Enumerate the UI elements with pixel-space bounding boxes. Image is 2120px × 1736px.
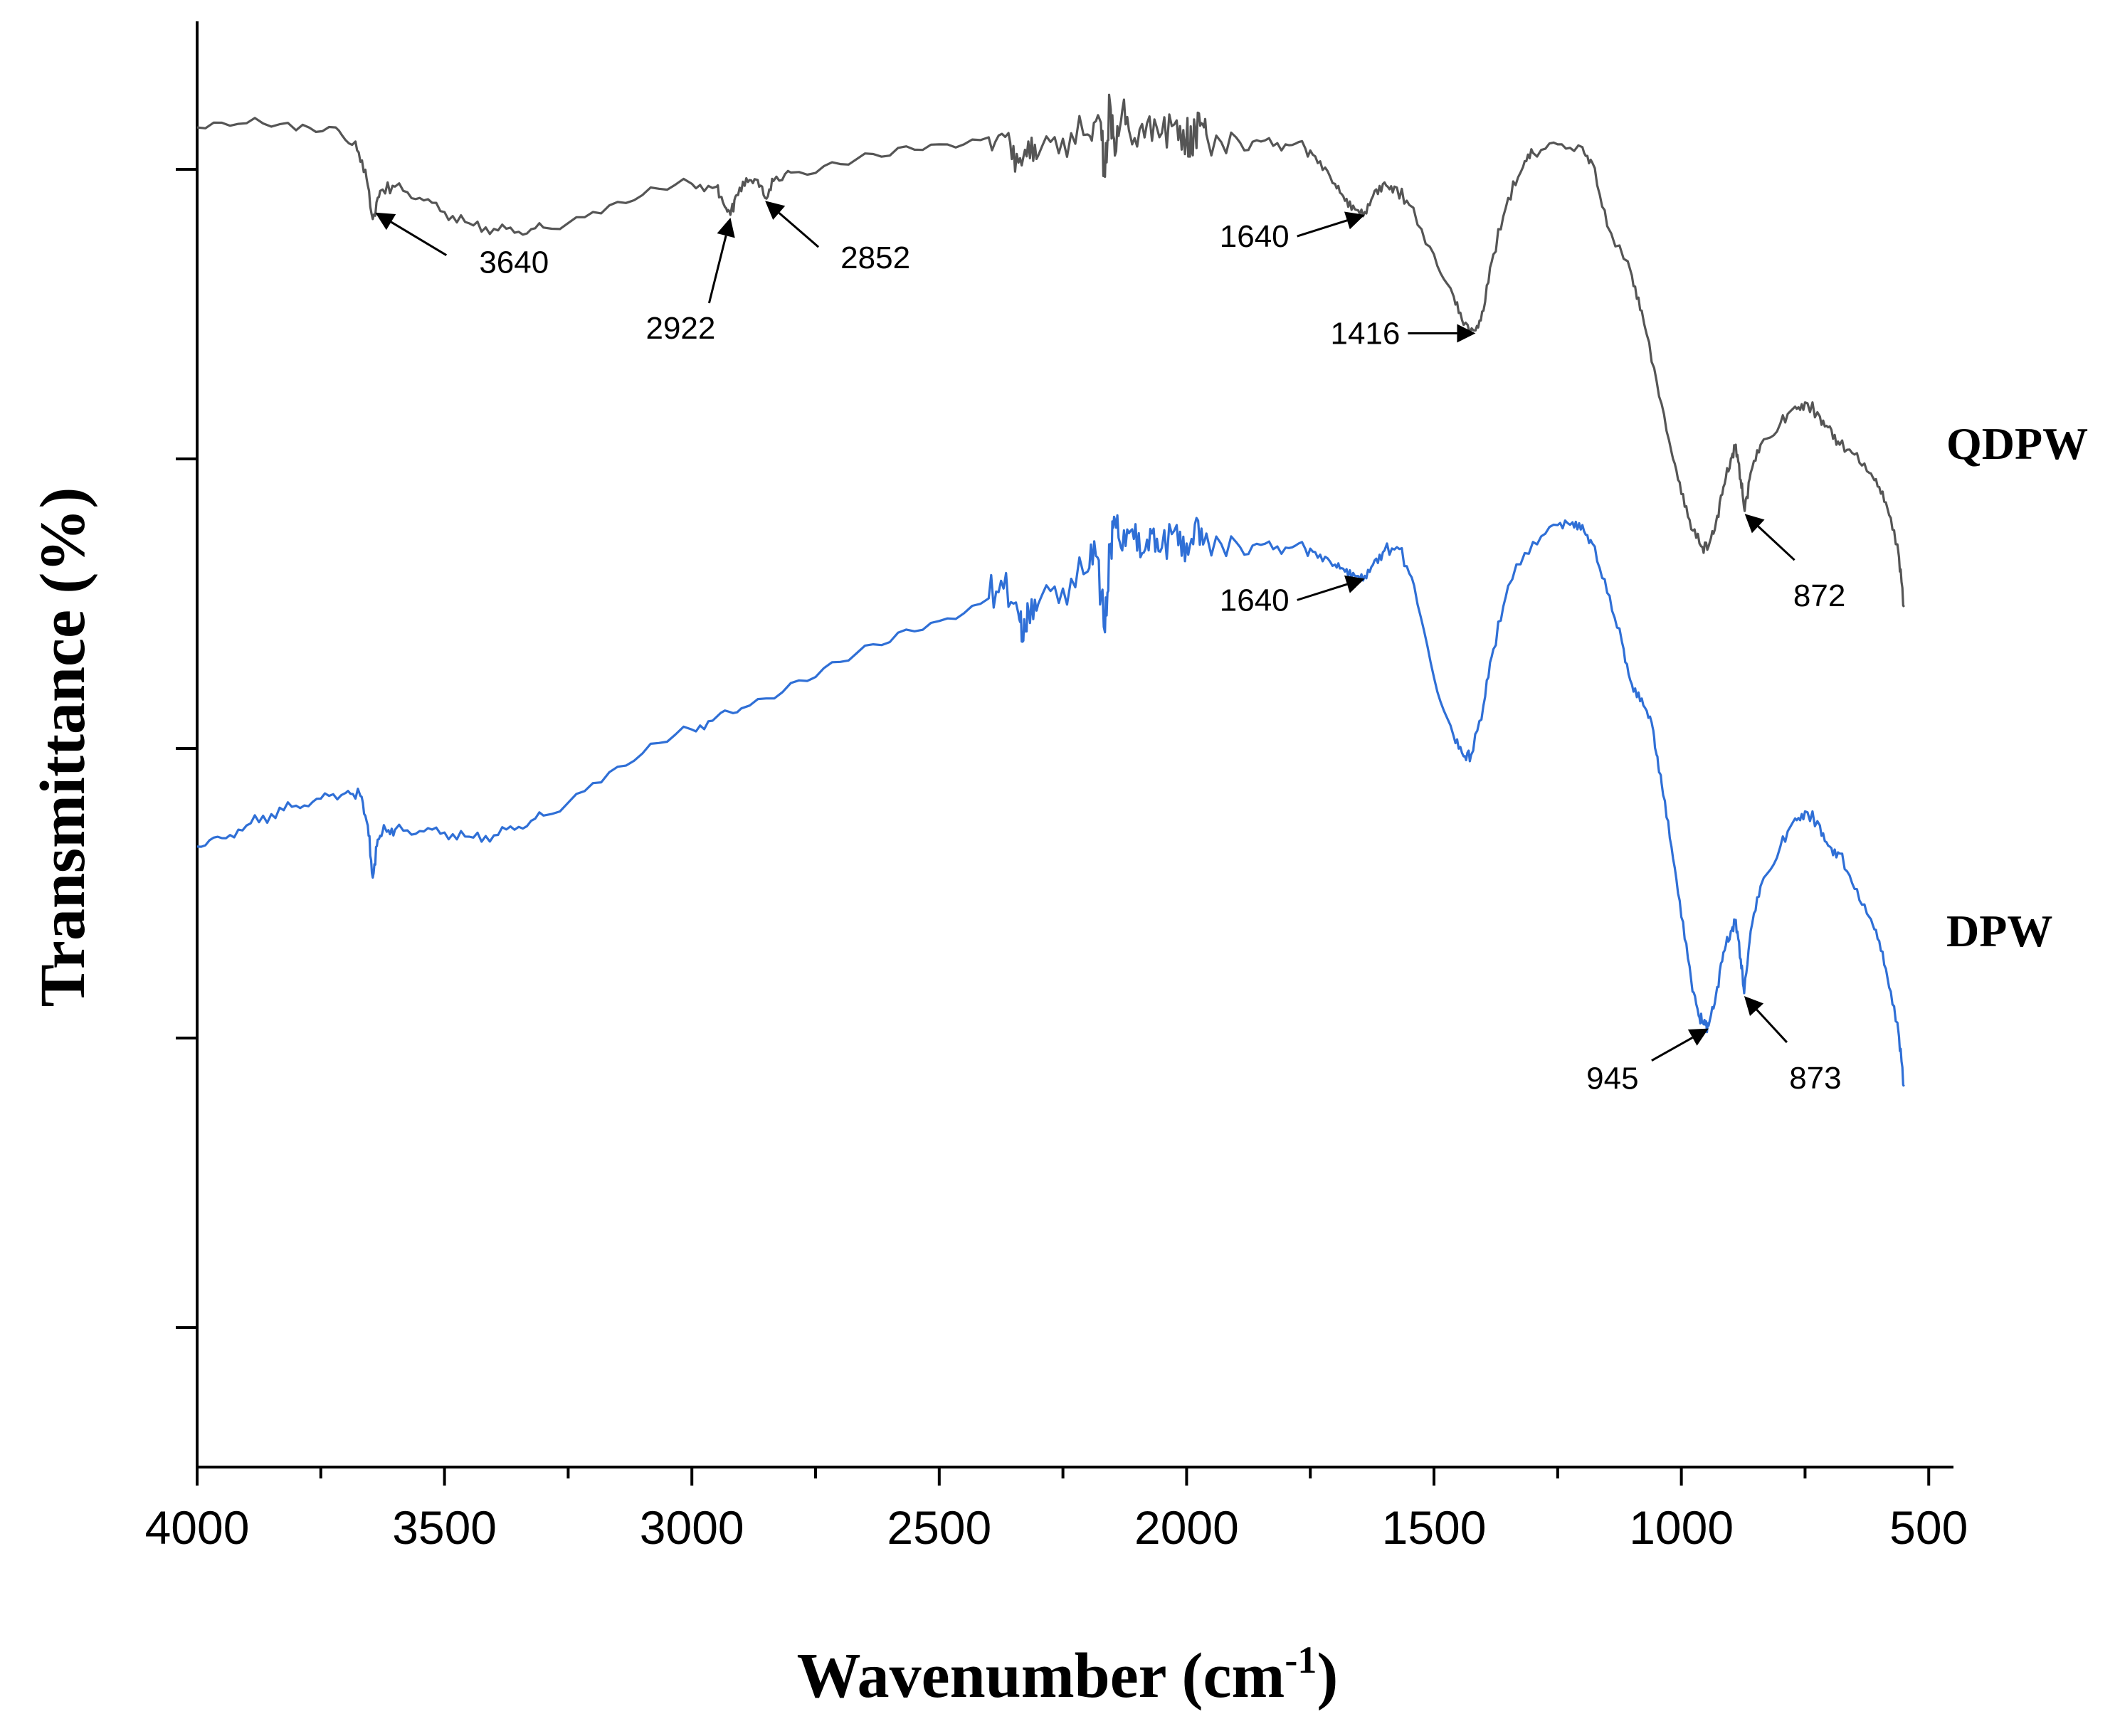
annotation-arrow-head — [1687, 1028, 1709, 1046]
annotation-label: 945 — [1586, 1062, 1638, 1096]
series-line-dpw — [196, 514, 1905, 1087]
annotation-arrow-shaft — [1757, 525, 1795, 561]
annotation-label: 872 — [1793, 578, 1845, 613]
annotation-arrow-head — [765, 201, 786, 221]
annotation-label: 873 — [1789, 1061, 1841, 1096]
annotation-arrow-head — [375, 212, 396, 231]
annotations: 3640 2922 2852 1640 1416 872 1640 945 873 — [375, 201, 1845, 1096]
x-axis-title-main: Wavenumber (cm — [797, 1641, 1285, 1711]
annotation-arrow-shaft — [707, 235, 727, 304]
series-label-dpw: DPW — [1946, 906, 2052, 956]
x-tick-label: 4000 — [145, 1501, 250, 1554]
annotation-arrow-shaft — [1756, 1009, 1788, 1044]
annotation-arrow-shaft — [778, 212, 820, 248]
annotation-arrow-head — [1457, 324, 1476, 343]
annotation-label: 2922 — [645, 311, 715, 346]
annotation-arrow-head — [1344, 575, 1365, 593]
y-axis-title: Transmittance (%) — [28, 487, 98, 1007]
axes: 4000 3500 3000 2500 2000 1500 1000 500 — [145, 21, 1968, 1554]
x-tick-label: 3000 — [640, 1501, 744, 1554]
annotation-arrow-shaft — [390, 221, 448, 257]
series-group — [196, 93, 1905, 1087]
x-axis-title-close: ) — [1317, 1641, 1338, 1711]
x-tick-label: 500 — [1889, 1501, 1968, 1554]
x-axis-title-sup: -1 — [1285, 1639, 1317, 1681]
series-line-qdpw — [196, 93, 1905, 608]
annotation-label: 2852 — [840, 240, 910, 275]
x-axis-title: Wavenumber (cm-1) — [797, 1639, 1339, 1711]
annotation-arrow-head — [1344, 211, 1365, 230]
annotation-arrow-shaft — [1651, 1037, 1693, 1062]
x-tick-label: 3500 — [392, 1501, 497, 1554]
annotation-label: 1416 — [1330, 317, 1400, 351]
annotation-arrow-head — [1744, 514, 1765, 534]
annotation-label: 3640 — [479, 245, 549, 280]
annotation-arrow-head — [1744, 996, 1764, 1016]
x-tick-label: 2000 — [1134, 1501, 1239, 1554]
x-tick-label: 1000 — [1629, 1501, 1734, 1554]
annotation-label: 1640 — [1220, 583, 1290, 618]
annotation-arrow-head — [717, 217, 735, 238]
x-tick-label: 1500 — [1382, 1501, 1487, 1554]
annotation-label: 1640 — [1220, 219, 1290, 254]
annotation-arrow-shaft — [1297, 219, 1348, 238]
x-tick-label: 2500 — [887, 1501, 991, 1554]
annotation-arrow-shaft — [1297, 583, 1348, 601]
series-label-qdpw: QDPW — [1946, 418, 2088, 469]
